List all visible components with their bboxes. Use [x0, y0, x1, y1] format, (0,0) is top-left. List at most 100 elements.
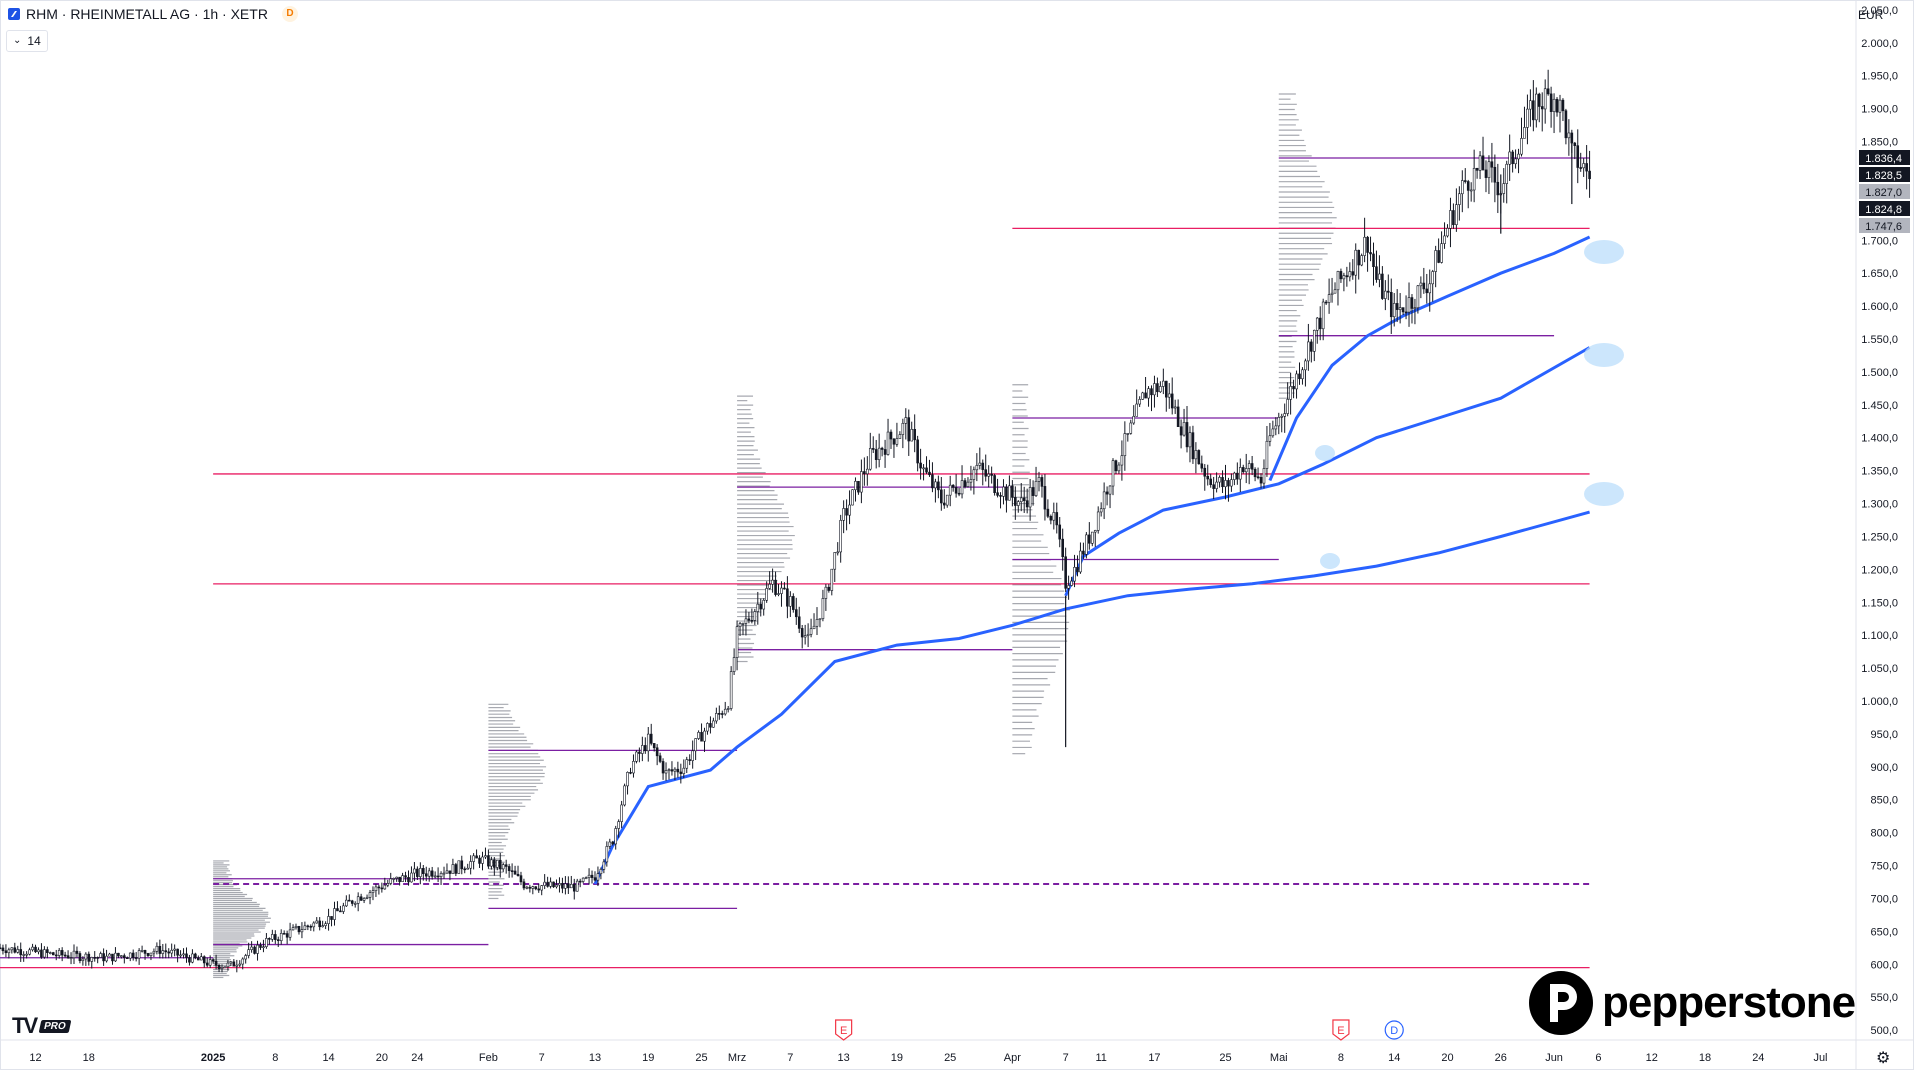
candle-body [916, 439, 919, 464]
candle-body [712, 720, 715, 728]
pepperstone-logo: pepperstone [1528, 970, 1856, 1036]
earnings-shield [835, 1019, 853, 1041]
candle-body [161, 950, 165, 954]
candle-body [800, 628, 804, 638]
candle-body [466, 867, 470, 870]
currency-label[interactable]: EUR [1858, 8, 1884, 22]
candle-body [809, 628, 813, 635]
dividend-marker-icon[interactable]: D [1384, 1020, 1404, 1040]
candle-body [469, 861, 472, 869]
candle-body [1348, 271, 1352, 278]
candle-body [880, 447, 884, 450]
price-label-bg [1859, 218, 1910, 233]
candle-body [1170, 393, 1174, 409]
candle-body [886, 431, 890, 455]
earnings-marker-icon[interactable]: E [1332, 1019, 1350, 1041]
x-tick-label: 13 [838, 1052, 850, 1064]
candle-body [353, 903, 357, 905]
candle-body [715, 713, 718, 722]
candle-body [673, 768, 677, 772]
candle-body [1398, 307, 1402, 310]
candle-body [1537, 93, 1541, 107]
candle-body [1212, 484, 1215, 489]
candle-body [247, 949, 250, 956]
candle-body [572, 883, 576, 892]
candle-body [1005, 486, 1008, 501]
candle-body [741, 623, 745, 625]
candle-body [1458, 193, 1461, 205]
y-tick-label: 750,0 [1870, 861, 1898, 873]
candle-body [37, 949, 40, 953]
candle-body [125, 957, 129, 960]
anchored-vwap-line [593, 510, 1590, 885]
tradingview-logo[interactable]: TV PRO [12, 1013, 72, 1039]
earnings-shield [1332, 1019, 1350, 1041]
volume-profile [1278, 93, 1337, 399]
candle-body [1088, 534, 1091, 544]
y-tick-label: 1.650,0 [1861, 268, 1898, 280]
candle-body [836, 551, 840, 554]
candle-body [241, 958, 245, 965]
candle-body [19, 949, 23, 956]
candle-body [510, 870, 514, 872]
candle-body [1375, 266, 1378, 280]
anchored-vwap-line [1268, 235, 1591, 482]
candle-body [451, 864, 455, 874]
candle-body [558, 883, 561, 886]
candle-body [830, 568, 834, 591]
candle-body [448, 870, 452, 874]
candle-body [913, 429, 916, 441]
candle-body [570, 883, 573, 889]
chart-header[interactable]: RHM · RHEINMETALL AG · 1h · XETR D [8, 5, 298, 23]
candle-body [957, 492, 961, 495]
candle-body [744, 618, 748, 624]
candle-body [34, 946, 37, 953]
candle-body [0, 947, 2, 950]
candle-body [1224, 480, 1227, 488]
candle-body [993, 475, 996, 494]
candle-body [235, 964, 239, 967]
price-axis-label: 1.836,4 [1859, 150, 1910, 165]
candle-body [223, 966, 227, 969]
candle-body [1073, 566, 1076, 582]
earnings-marker-icon[interactable]: E [835, 1019, 853, 1041]
candle-body [1286, 399, 1289, 414]
candle-body [1440, 243, 1443, 263]
gear-icon[interactable]: ⚙ [1876, 1050, 1891, 1067]
y-tick-label: 1.500,0 [1861, 367, 1898, 379]
candle-body [925, 467, 928, 473]
candle-body [389, 878, 393, 884]
candle-body [25, 953, 28, 956]
candle-body [1141, 392, 1144, 400]
candle-body [1289, 386, 1292, 400]
indicator-toggle[interactable]: ⌄ 14 [6, 30, 48, 52]
candle-body [818, 618, 822, 620]
candle-body [871, 448, 875, 450]
candle-body [735, 626, 739, 658]
candle-body [1484, 169, 1488, 178]
candle-body [945, 494, 949, 506]
candle-body [1203, 467, 1207, 477]
candle-body [1540, 106, 1544, 110]
candle-body [43, 949, 46, 958]
candle-body [1416, 285, 1420, 309]
candle-body [1369, 252, 1372, 255]
candle-body [555, 884, 558, 888]
candle-body [1014, 497, 1017, 506]
candle-body [173, 948, 176, 951]
candle-body [1419, 282, 1423, 287]
candle-body [525, 886, 529, 889]
candle-body [496, 859, 499, 868]
delayed-data-badge[interactable]: D [281, 6, 298, 22]
candle-body [401, 875, 404, 882]
price-label-text: 1.747,6 [1865, 221, 1902, 233]
candle-body [359, 896, 363, 901]
candle-body [102, 953, 105, 962]
x-tick-label: Feb [479, 1052, 498, 1064]
y-tick-label: 1.900,0 [1861, 104, 1898, 116]
candle-body [987, 473, 990, 477]
candle-body [111, 953, 114, 962]
candle-body [587, 874, 591, 878]
candle-body [1126, 433, 1130, 435]
